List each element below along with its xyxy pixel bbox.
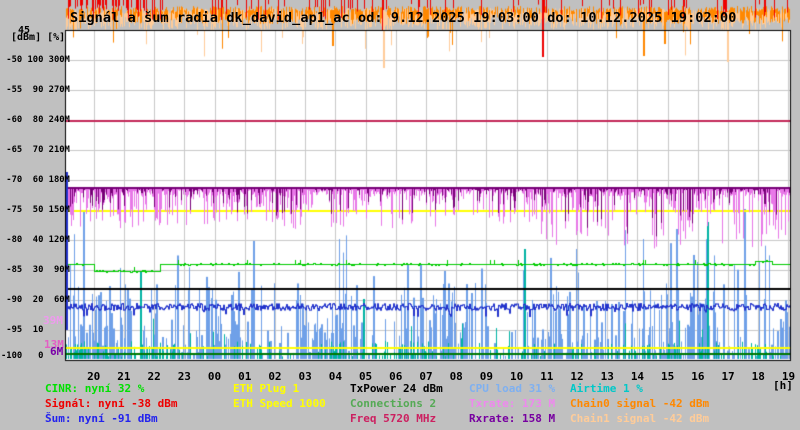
y-axis-label: -60 80 240M xyxy=(1,115,70,125)
x-axis-tick: 00 xyxy=(207,370,222,383)
y-axis-label: -70 60 180M xyxy=(1,175,70,185)
y-axis-label: -100 0 xyxy=(1,351,44,361)
legend-cinr-nyn-32: CINR: nyní 32 % xyxy=(45,382,145,395)
y-axis-label: -65 70 210M xyxy=(1,145,70,155)
x-axis-tick: 18 xyxy=(751,370,765,383)
y-axis-label: -75 50 150M xyxy=(1,205,70,215)
x-axis-tick: 03 xyxy=(298,370,312,383)
x-axis-tick: 11 xyxy=(540,370,554,383)
y-axis-top-value: 45 xyxy=(18,25,31,36)
x-axis-tick: 02 xyxy=(268,370,282,383)
x-axis-tick: 19 xyxy=(781,370,796,383)
y-axis-side-marker: 39M xyxy=(43,314,63,327)
legend-um-nyn-91-dbm: Šum: nyní -91 dBm xyxy=(45,412,158,425)
legend-chain0-signal-42-dbm: Chain0 signal -42 dBm xyxy=(570,397,710,410)
legend-sign-l-nyn-38-dbm: Signál: nyní -38 dBm xyxy=(45,397,178,410)
x-axis-tick: 16 xyxy=(691,370,705,383)
chart-title: Signál a šum radia dk_david_ap1_ac od: 9… xyxy=(70,10,737,26)
x-axis-tick: 01 xyxy=(238,370,252,383)
y-axis-side-marker: 13M xyxy=(44,338,64,351)
legend-eth-speed-1000: ETH Speed 1000 xyxy=(233,397,326,410)
legend-freq-5720-mhz: Freq 5720 MHz xyxy=(350,412,437,425)
x-axis-tick: 15 xyxy=(661,370,675,383)
x-axis-tick: 17 xyxy=(721,370,735,383)
legend-connections-2: Connections 2 xyxy=(350,397,437,410)
legend-txrate-173-m: Txrate: 173 M xyxy=(469,397,556,410)
x-axis-unit-label: [h] xyxy=(773,379,793,392)
y-axis-side-marker: 6M xyxy=(50,345,64,358)
x-axis-tick: 13 xyxy=(600,370,614,383)
y-axis-label: -95 10 xyxy=(1,325,44,335)
y-axis-label: -80 40 120M xyxy=(1,235,70,245)
x-axis-tick: 20 xyxy=(87,370,101,383)
x-axis-tick: 07 xyxy=(419,370,433,383)
legend-eth-plug-1: ETH Plug 1 xyxy=(233,382,300,395)
x-axis-tick: 09 xyxy=(479,370,494,383)
x-axis-tick: 22 xyxy=(147,370,161,383)
legend-airtime-1: Airtime 1 % xyxy=(570,382,643,395)
x-axis-tick: 08 xyxy=(449,370,463,383)
y-axis-label: -50 100 300M xyxy=(1,55,70,65)
y-axis-label: -85 30 90M xyxy=(1,265,70,275)
y-axis-units-header: [dBm] [%] xyxy=(11,32,66,43)
x-axis-tick: 21 xyxy=(117,370,131,383)
x-axis-tick: 23 xyxy=(177,370,191,383)
x-axis-tick: 10 xyxy=(509,370,524,383)
x-axis-tick: 06 xyxy=(389,370,403,383)
y-axis-label: -90 20 60M xyxy=(1,295,70,305)
legend-chain1-signal-42-dbm: Chain1 signal -42 dBm xyxy=(570,412,710,425)
legend-cpu-load-31: CPU load 31 % xyxy=(469,382,556,395)
x-axis-tick: 04 xyxy=(328,370,342,383)
y-axis-label: -55 90 270M xyxy=(1,85,70,95)
legend-rxrate-158-m: Rxrate: 158 M xyxy=(469,412,556,425)
x-axis-tick: 14 xyxy=(630,370,645,383)
x-axis-tick: 12 xyxy=(570,370,584,383)
x-axis-tick: 05 xyxy=(358,370,373,383)
legend-txpower-24-dbm: TxPower 24 dBm xyxy=(350,382,443,395)
